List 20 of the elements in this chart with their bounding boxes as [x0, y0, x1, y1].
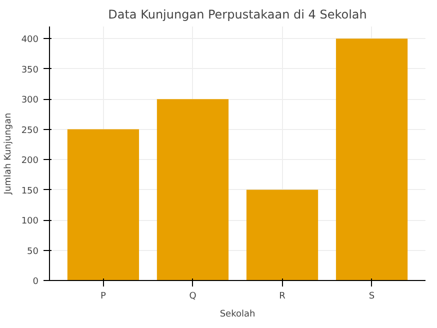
y-tick-label: 250: [21, 126, 39, 136]
y-tick-label: 200: [21, 156, 39, 166]
y-tick-label: 350: [21, 65, 39, 76]
y-tick-label: 300: [21, 96, 39, 106]
y-tick-label: 100: [21, 216, 39, 227]
y-axis-title: Jumlah Kunjungan: [3, 112, 14, 196]
bar: [246, 190, 318, 280]
y-tick-label: 150: [21, 186, 39, 196]
x-axis-title: Sekolah: [220, 310, 256, 320]
y-tick-label: 50: [27, 246, 39, 257]
bar: [156, 99, 229, 280]
y-tick-label: 400: [21, 35, 39, 46]
chart-title: Data Kunjungan Perpustakaan di 4 Sekolah: [108, 8, 367, 22]
x-tick-label: Q: [189, 292, 196, 302]
x-tick-label: P: [100, 292, 106, 302]
x-tick-label: S: [368, 292, 375, 302]
bar: [336, 38, 408, 280]
x-tick-label: R: [279, 292, 286, 302]
y-tick-label: 0: [32, 277, 39, 287]
bar: [67, 129, 140, 280]
